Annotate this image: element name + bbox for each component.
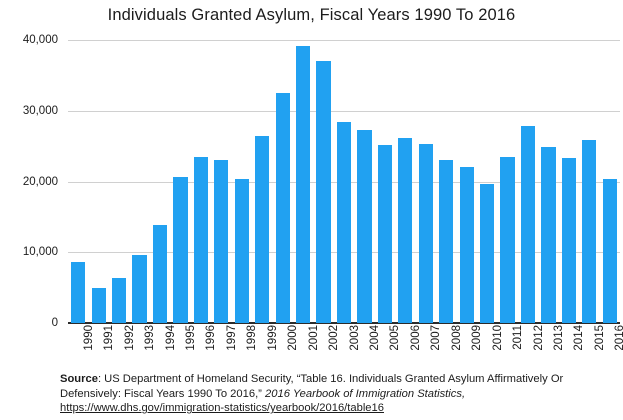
x-tick-label-2009: 2009 (471, 325, 484, 351)
bar-1999[interactable] (255, 135, 270, 323)
source-line2-italic: 2016 Yearbook of Immigration Statistics, (265, 387, 466, 400)
x-tick-label-1997: 1997 (225, 325, 238, 351)
bar-2000[interactable] (275, 93, 290, 323)
x-tick-label-1995: 1995 (184, 325, 197, 351)
bar-2009[interactable] (459, 166, 474, 323)
y-tick-label: 30,000 (22, 104, 58, 117)
bar-2002[interactable] (316, 61, 331, 323)
y-tick-label: 0 (51, 317, 58, 329)
x-axis-baseline (68, 322, 620, 324)
bar-2015[interactable] (582, 139, 597, 323)
x-tick-label-2016: 2016 (614, 325, 623, 351)
bar-2016[interactable] (602, 178, 617, 323)
bar-2005[interactable] (377, 144, 393, 323)
y-tick-label: 20,000 (22, 175, 58, 188)
x-tick-label-2015: 2015 (593, 325, 606, 351)
bar-2013[interactable] (541, 146, 556, 323)
y-tick-label: 40,000 (22, 34, 58, 46)
x-tick-label-2006: 2006 (409, 325, 422, 351)
bar-1994[interactable] (152, 225, 168, 323)
x-tick-label-1992: 1992 (123, 325, 136, 351)
bar-2001[interactable] (295, 45, 311, 323)
x-tick-label-2000: 2000 (287, 325, 300, 351)
chart-title: Individuals Granted Asylum, Fiscal Years… (107, 6, 516, 24)
x-tick-label-1999: 1999 (266, 325, 279, 351)
bar-1997[interactable] (214, 159, 229, 323)
x-tick-label-1998: 1998 (246, 325, 259, 351)
bar-1998[interactable] (234, 178, 249, 323)
bar-2008[interactable] (439, 160, 454, 323)
x-tick-label-2005: 2005 (389, 325, 402, 351)
x-axis-labels: 1990 1991 1992 1993 1994 1995 1996 1997 1998 1999… (68, 325, 623, 373)
x-tick-label-2007: 2007 (430, 325, 443, 351)
x-tick-label-2003: 2003 (348, 325, 361, 351)
bar-1991[interactable] (91, 287, 106, 323)
x-tick-label-1991: 1991 (103, 325, 116, 351)
gridline-40000 (68, 40, 620, 41)
bar-2006[interactable] (398, 137, 413, 323)
y-axis-labels: 0 10,000 20,000 30,000 40,000 (0, 0, 62, 420)
x-tick-label-1994: 1994 (164, 325, 177, 351)
bar-1995[interactable] (173, 176, 188, 323)
x-tick-label-2001: 2001 (307, 325, 320, 351)
x-tick-label-2012: 2012 (532, 325, 545, 351)
x-tick-label-2008: 2008 (450, 325, 463, 351)
bar-1992[interactable] (111, 278, 127, 323)
bar-1993[interactable] (132, 255, 147, 323)
source-note: Source: US Department of Homeland Securi… (60, 372, 616, 416)
bar-2012[interactable] (520, 125, 536, 323)
x-tick-label-2004: 2004 (368, 325, 381, 351)
source-line2-plain: Or Defensively: Fiscal Years 1990 To 201… (60, 373, 564, 400)
y-tick-label: 10,000 (22, 246, 58, 259)
bars-layer (68, 40, 620, 323)
bar-1990[interactable] (71, 262, 86, 323)
x-tick-label-1993: 1993 (144, 325, 157, 351)
bar-2007[interactable] (418, 144, 433, 323)
gridline-30000 (68, 110, 620, 112)
x-tick-label-2002: 2002 (328, 325, 341, 351)
x-tick-label-1990: 1990 (82, 325, 95, 351)
x-tick-label-2014: 2014 (573, 325, 586, 351)
x-tick-label-2011: 2011 (512, 325, 525, 350)
bar-2004[interactable] (357, 129, 372, 323)
source-line1: : US Department of Homeland Security, “T… (97, 373, 548, 385)
x-tick-label-1996: 1996 (205, 325, 218, 351)
bar-2010[interactable] (479, 183, 495, 323)
x-tick-label-2013: 2013 (552, 325, 565, 351)
bar-2011[interactable] (500, 156, 515, 323)
source-label: Source (60, 373, 98, 385)
bar-2014[interactable] (561, 158, 577, 323)
bar-1996[interactable] (193, 157, 209, 323)
source-url-link[interactable]: https://www.dhs.gov/immigration-statisti… (60, 402, 384, 415)
x-tick-label-2010: 2010 (491, 325, 504, 351)
bar-2003[interactable] (336, 122, 352, 323)
